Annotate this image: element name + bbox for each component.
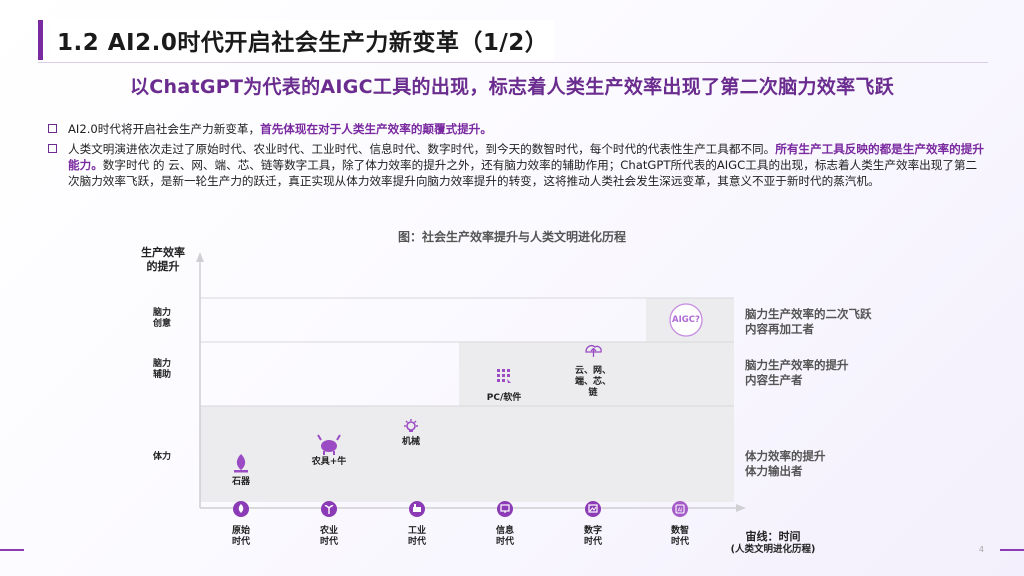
era-4-line2: 时代: [583, 537, 602, 547]
square-bullet-icon: [48, 124, 57, 133]
note-1-line2: 内容生产者: [745, 373, 803, 387]
era-2-line2: 时代: [407, 537, 426, 547]
era-marker-digital: [585, 501, 601, 517]
bullet-list: AI2.0时代将开启社会生产力新变革，首先体现在对于人类生产效率的颠覆式提升。 …: [46, 121, 986, 193]
tool-label-stone: 石器: [231, 477, 250, 487]
bull-icon: [317, 434, 341, 455]
figure-caption: 图：社会生产效率提升与人类文明进化历程: [397, 230, 626, 244]
title-bar: 1.2 AI2.0时代开启社会生产力新变革（1/2）: [38, 20, 555, 60]
cloud-upload-icon: [585, 345, 602, 357]
gear-bulb-icon: [404, 419, 418, 432]
x-axis-arrow-icon: [736, 504, 746, 512]
level-2-line1: 体力: [152, 452, 171, 462]
era-5-line1: 数智: [670, 526, 689, 536]
note-brain-leap: 脑力生产效率的二次飞跃 内容再加工者: [745, 307, 872, 337]
tool-label-farm: 农具+牛: [311, 457, 347, 467]
era-label-information: 信息 时代: [485, 526, 525, 548]
era-0-line1: 原始: [231, 526, 250, 536]
page-title: 1.2 AI2.0时代开启社会生产力新变革（1/2）: [51, 20, 555, 60]
bullet-item-1: AI2.0时代将开启社会生产力新变革，首先体现在对于人类生产效率的颠覆式提升。: [46, 121, 986, 137]
era-marker-intelligent: AI: [672, 501, 688, 517]
cloud-line1: 云、网、: [574, 366, 611, 376]
aigc-circle-icon: [669, 303, 703, 337]
note-2-line1: 体力效率的提升: [745, 449, 826, 463]
x-axis-label-line1: 宙线：时间: [745, 530, 801, 543]
x-axis-label: 宙线：时间 (人类文明进化历程): [718, 530, 828, 556]
era-label-industry: 工业 时代: [397, 526, 437, 548]
era-3-line1: 信息: [495, 526, 514, 536]
era-4-line1: 数字: [583, 526, 602, 536]
bullet-2-highlight: 所有生产工具反映的都是生产效率的提升能力。: [68, 142, 984, 172]
level-1-line2: 辅助: [152, 370, 171, 380]
square-bullet-icon: [48, 144, 57, 153]
era-marker-agriculture: [321, 501, 337, 517]
bullet-1-highlight: 首先体现在对于人类生产效率的颠覆式提升。: [260, 122, 492, 136]
bullet-2-text-part1: 人类文明演进依次走过了原始时代、农业时代、工业时代、信息时代、数字时代，到今天的…: [68, 142, 776, 156]
era-marker-industry: [409, 501, 425, 517]
level-0-line1: 脑力: [152, 308, 171, 318]
era-0-line2: 时代: [231, 537, 250, 547]
note-1-line1: 脑力生产效率的提升: [745, 358, 849, 372]
level-label-physical: 体力: [145, 452, 179, 463]
era-5-line2: 时代: [670, 537, 689, 547]
cloud-line3: 链: [588, 388, 598, 398]
bullet-1-text: AI2.0时代将开启社会生产力新变革，: [68, 122, 261, 136]
y-axis-label-line2: 的提升: [146, 260, 180, 273]
tool-label-machine: 机械: [401, 437, 420, 447]
level-0-line2: 创意: [152, 319, 171, 329]
era-1-line1: 农业: [319, 526, 338, 536]
note-physical-boost: 体力效率的提升 体力输出者: [745, 449, 826, 479]
page-number: 4: [978, 545, 984, 554]
svg-text:AI: AI: [678, 508, 683, 514]
level-1-line1: 脑力: [152, 359, 171, 369]
band-physical: [200, 406, 734, 502]
level-label-brain-creative: 脑力 创意: [145, 308, 179, 330]
footer-accent-right: [1000, 549, 1024, 551]
note-0-line1: 脑力生产效率的二次飞跃: [745, 307, 872, 321]
footer-accent-left: [0, 549, 24, 551]
level-label-brain-assist: 脑力 辅助: [145, 359, 179, 381]
note-0-line2: 内容再加工者: [745, 322, 814, 336]
era-label-agriculture: 农业 时代: [309, 526, 349, 548]
y-axis-label-line1: 生产效率: [141, 246, 185, 259]
tool-label-cloud: 云、网、 端、芯、 链: [568, 366, 618, 399]
era-label-primitive: 原始 时代: [221, 526, 261, 548]
tool-label-aigc: AIGC?: [672, 315, 700, 325]
era-marker-information: [497, 501, 513, 517]
era-1-line2: 时代: [319, 537, 338, 547]
note-2-line2: 体力输出者: [745, 464, 803, 478]
y-axis-label: 生产效率 的提升: [128, 246, 198, 274]
x-axis-label-line2: (人类文明进化历程): [730, 544, 816, 555]
era-label-digital: 数字 时代: [573, 526, 613, 548]
title-divider: [38, 62, 988, 63]
flame-icon: [234, 454, 248, 473]
bullet-2-text-part2: 数字时代 的 云、网、端、芯、链等数字工具，除了体力效率的提升之外，还有脑力效率…: [68, 158, 978, 188]
y-axis-arrow-icon: [196, 252, 204, 262]
era-label-intelligent: 数智 时代: [660, 526, 700, 548]
era-2-line1: 工业: [407, 526, 426, 536]
note-brain-boost: 脑力生产效率的提升 内容生产者: [745, 358, 849, 388]
tool-label-pc: PC/软件: [486, 393, 522, 403]
bullet-item-2: 人类文明演进依次走过了原始时代、农业时代、工业时代、信息时代、数字时代，到今天的…: [46, 141, 986, 189]
cloud-line2: 端、芯、: [574, 377, 611, 387]
page-subtitle: 以ChatGPT为代表的AIGC工具的出现，标志着人类生产效率出现了第二次脑力效…: [129, 76, 895, 98]
grid-apps-icon: [497, 369, 511, 383]
era-marker-primitive: [233, 501, 249, 517]
era-3-line2: 时代: [495, 537, 514, 547]
